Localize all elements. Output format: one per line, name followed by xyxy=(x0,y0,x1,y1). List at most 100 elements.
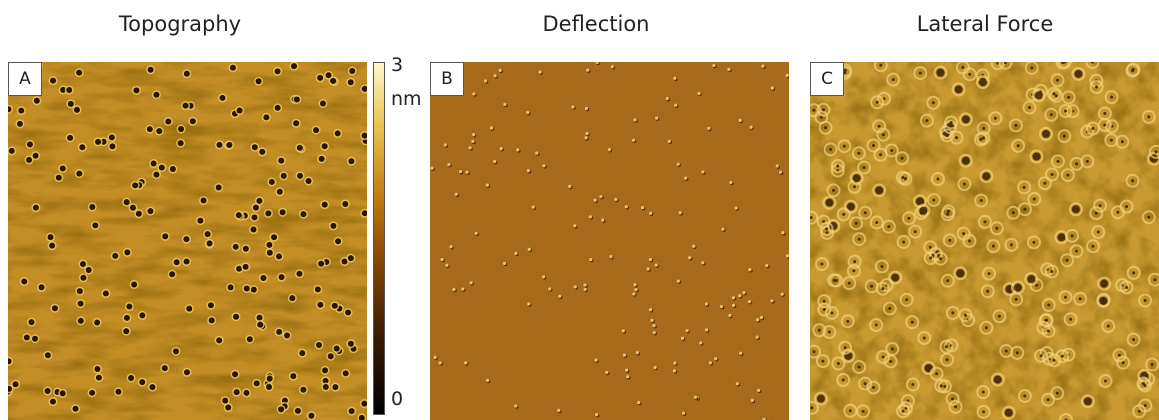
pore xyxy=(1030,66,1033,69)
pore xyxy=(156,128,162,134)
pore xyxy=(484,79,487,82)
pore xyxy=(1153,278,1156,281)
pore xyxy=(864,382,867,385)
pore xyxy=(649,258,652,261)
pore xyxy=(962,232,965,235)
pore xyxy=(568,185,571,188)
pore xyxy=(315,286,321,292)
pore xyxy=(1075,162,1078,165)
pore xyxy=(905,298,908,301)
pore xyxy=(244,390,250,396)
pore xyxy=(855,222,858,225)
pore xyxy=(92,222,98,228)
pore xyxy=(770,299,773,302)
pore xyxy=(1069,318,1072,321)
pore xyxy=(470,281,473,284)
pore xyxy=(594,358,597,361)
pore xyxy=(254,380,260,386)
pore xyxy=(951,397,954,400)
pore xyxy=(956,269,964,277)
pore xyxy=(748,300,751,303)
pore xyxy=(786,74,789,77)
pore xyxy=(76,171,82,177)
pore xyxy=(982,127,985,130)
pore xyxy=(882,133,885,136)
pore xyxy=(625,205,628,208)
pore xyxy=(499,69,502,72)
pore xyxy=(447,163,450,166)
pore xyxy=(832,189,835,192)
pore xyxy=(291,63,297,69)
pore xyxy=(982,391,985,394)
pore xyxy=(514,404,517,407)
pore xyxy=(260,275,266,281)
pore xyxy=(103,290,109,296)
pore xyxy=(9,148,15,154)
pore xyxy=(736,382,739,385)
pore xyxy=(872,386,875,389)
pore xyxy=(739,352,742,355)
pore xyxy=(33,205,39,211)
pore xyxy=(994,376,1002,384)
pore xyxy=(882,355,885,358)
pore xyxy=(94,366,100,372)
panel-title: Deflection xyxy=(416,12,776,36)
pore xyxy=(985,326,988,329)
pore xyxy=(50,399,56,405)
pore xyxy=(1095,86,1098,89)
pore xyxy=(472,92,475,95)
pore xyxy=(293,120,299,126)
pore xyxy=(162,365,168,371)
pore xyxy=(947,210,950,213)
pore xyxy=(306,178,312,184)
pore xyxy=(595,413,598,416)
pore xyxy=(330,223,336,229)
pore xyxy=(1110,139,1113,142)
pore xyxy=(542,164,545,167)
pore xyxy=(936,178,939,181)
pore xyxy=(1042,130,1050,138)
pore xyxy=(183,236,189,242)
pore xyxy=(190,118,196,124)
pore xyxy=(74,107,80,113)
pore xyxy=(131,282,137,288)
pore xyxy=(835,279,838,282)
pore xyxy=(738,294,741,297)
pore xyxy=(879,64,882,67)
pore xyxy=(153,92,159,98)
pore xyxy=(475,232,478,235)
pore xyxy=(1063,135,1066,138)
pore xyxy=(430,167,433,170)
pore xyxy=(349,408,355,414)
pore xyxy=(527,302,530,305)
pore xyxy=(599,195,602,198)
pore xyxy=(721,228,724,231)
pore xyxy=(925,119,928,122)
pore xyxy=(444,143,447,146)
pore xyxy=(939,257,942,260)
pore xyxy=(1055,94,1058,97)
pore xyxy=(919,207,927,215)
pore xyxy=(259,149,265,155)
pore xyxy=(313,127,319,133)
pore xyxy=(955,136,958,139)
pore xyxy=(982,410,985,413)
pore xyxy=(699,341,702,344)
pore xyxy=(818,329,821,332)
pore xyxy=(109,143,115,149)
pore xyxy=(45,352,51,358)
pore xyxy=(911,383,914,386)
pore xyxy=(888,307,891,310)
pore xyxy=(936,69,944,77)
pore xyxy=(891,348,894,351)
pore xyxy=(441,258,444,261)
pore xyxy=(1056,79,1059,82)
pore xyxy=(275,105,281,111)
pore xyxy=(434,356,437,359)
pore xyxy=(79,144,85,150)
pore xyxy=(892,78,895,81)
pore xyxy=(992,245,995,248)
pore xyxy=(535,152,538,155)
pore xyxy=(756,335,759,338)
pore xyxy=(946,279,949,282)
